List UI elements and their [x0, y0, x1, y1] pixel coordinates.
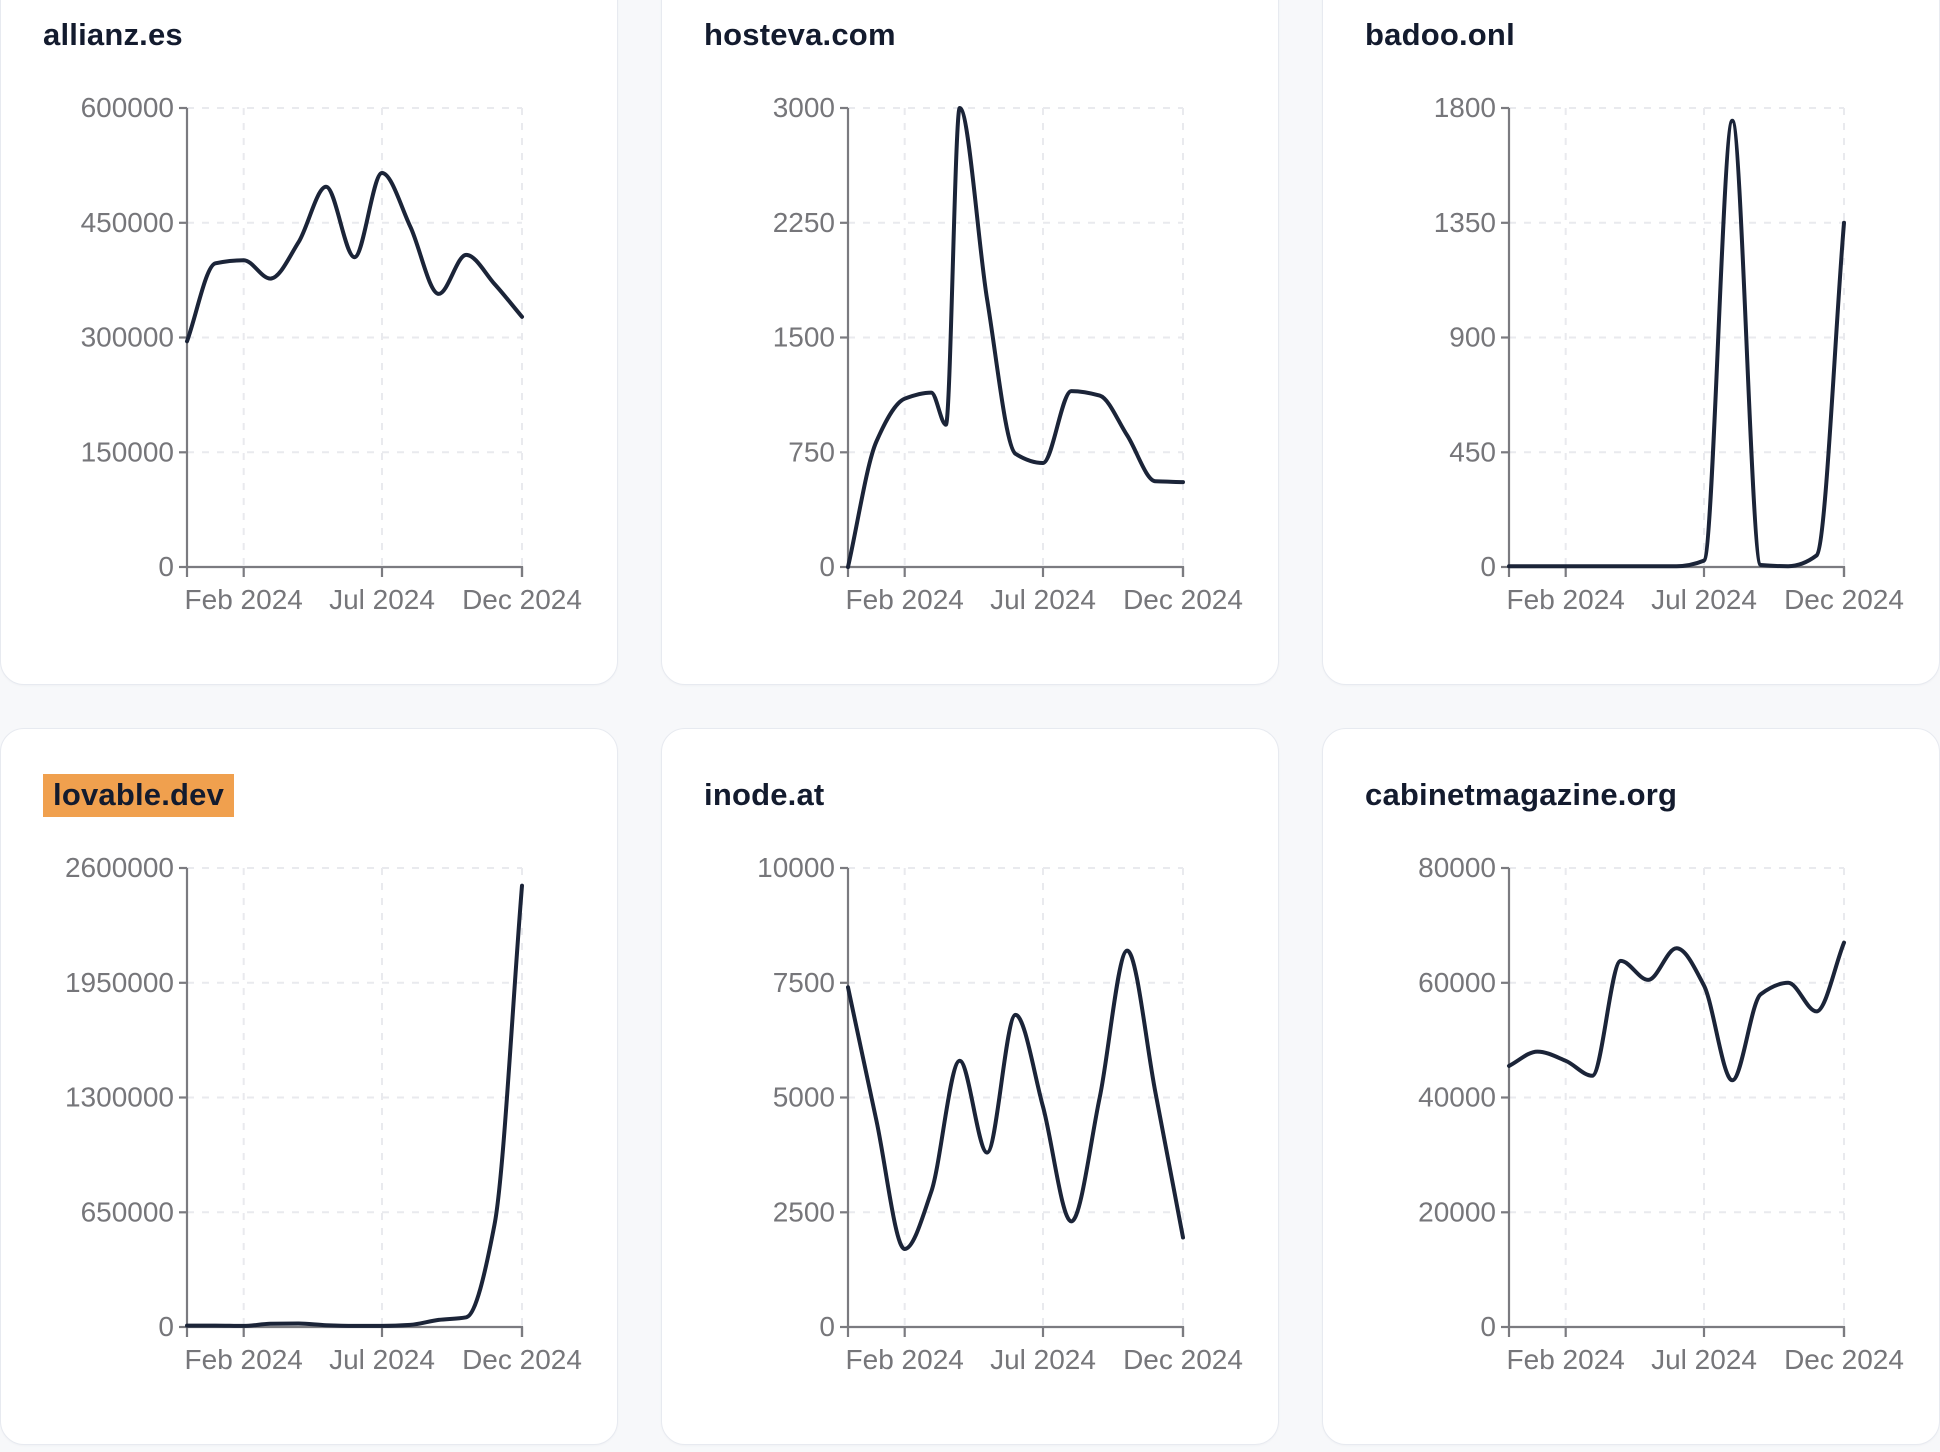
y-tick-label: 0	[1480, 551, 1496, 582]
line-chart: 0 750 1500 2250 3000 Feb 2024 Jul 2024 Dec 2024	[773, 92, 1243, 615]
trend-line	[1507, 118, 1846, 569]
trend-line	[185, 883, 524, 1328]
x-tick-label: Feb 2024	[185, 1344, 303, 1375]
y-tick-label: 20000	[1418, 1197, 1496, 1228]
x-tick-label: Dec 2024	[1123, 1344, 1243, 1375]
chart-card[interactable]: hosteva.com 0 750 1500 2250 3000 Feb 2024 Jul …	[661, 0, 1279, 685]
x-tick-label: Feb 2024	[1507, 584, 1625, 615]
y-tick-label: 0	[819, 551, 835, 582]
x-axis	[1507, 565, 1846, 577]
x-tick-label: Feb 2024	[185, 584, 303, 615]
chart-card[interactable]: allianz.es 0 150000 300000 450000 600000 Feb …	[0, 0, 618, 685]
chart-card[interactable]: inode.at 0 2500 5000 7500 10000 Feb 2024 Jul 2…	[661, 728, 1279, 1445]
y-tick-label: 80000	[1418, 852, 1496, 883]
x-tick-label: Dec 2024	[1784, 584, 1904, 615]
x-tick-label: Dec 2024	[1784, 1344, 1904, 1375]
card-title: hosteva.com	[704, 17, 896, 54]
y-tick-label: 300000	[81, 322, 174, 353]
x-tick-label: Jul 2024	[990, 1344, 1096, 1375]
y-tick-label: 0	[819, 1311, 835, 1342]
x-tick-label: Dec 2024	[462, 1344, 582, 1375]
x-axis	[1507, 1325, 1846, 1337]
y-tick-label: 150000	[81, 437, 174, 468]
trend-line	[846, 106, 1185, 569]
x-tick-label: Dec 2024	[1123, 584, 1243, 615]
x-axis	[846, 1325, 1185, 1337]
line-chart: 0 450 900 1350 1800 Feb 2024 Jul 2024 Dec 2024	[1434, 92, 1904, 615]
card-title: badoo.onl	[1365, 17, 1515, 54]
line-chart: 0 150000 300000 450000 600000 Feb 2024 Jul 202…	[81, 92, 582, 615]
y-tick-label: 2250	[773, 207, 835, 238]
line-chart: 0 2500 5000 7500 10000 Feb 2024 Jul 2024 Dec 20…	[757, 852, 1243, 1375]
y-tick-label: 2500	[773, 1197, 835, 1228]
y-tick-label: 1950000	[65, 967, 174, 998]
y-tick-label: 450000	[81, 207, 174, 238]
y-tick-label: 3000	[773, 92, 835, 123]
domain-title: badoo.onl	[1365, 17, 1515, 52]
x-tick-label: Feb 2024	[846, 584, 964, 615]
y-tick-label: 1300000	[65, 1082, 174, 1113]
trend-line	[1507, 940, 1846, 1083]
card-title: lovable.dev	[43, 774, 235, 817]
chart-card[interactable]: lovable.dev 0 650000 1300000 1950000 2600000…	[0, 728, 618, 1445]
x-tick-label: Dec 2024	[462, 584, 582, 615]
y-tick-label: 2600000	[65, 852, 174, 883]
x-tick-label: Jul 2024	[1651, 1344, 1757, 1375]
y-tick-label: 0	[158, 551, 174, 582]
y-tick-label: 1500	[773, 322, 835, 353]
y-tick-label: 600000	[81, 92, 174, 123]
trend-line	[185, 171, 524, 344]
trend-line	[846, 948, 1185, 1251]
x-axis	[846, 565, 1185, 577]
card-title: inode.at	[704, 777, 824, 814]
y-tick-label: 750	[788, 437, 835, 468]
y-tick-label: 0	[1480, 1311, 1496, 1342]
x-tick-label: Feb 2024	[846, 1344, 964, 1375]
y-tick-label: 5000	[773, 1082, 835, 1113]
domain-title: cabinetmagazine.org	[1365, 777, 1678, 812]
y-tick-label: 900	[1449, 322, 1496, 353]
domain-title: lovable.dev	[43, 774, 235, 817]
x-tick-label: Jul 2024	[329, 1344, 435, 1375]
y-tick-label: 0	[158, 1311, 174, 1342]
x-axis	[185, 565, 524, 577]
y-tick-label: 7500	[773, 967, 835, 998]
y-tick-label: 10000	[757, 852, 835, 883]
y-tick-label: 60000	[1418, 967, 1496, 998]
domain-title: inode.at	[704, 777, 825, 812]
y-tick-label: 1350	[1434, 207, 1496, 238]
x-axis	[185, 1325, 524, 1337]
chart-card[interactable]: cabinetmagazine.org 0 20000 40000 60000 8000…	[1322, 728, 1940, 1445]
x-tick-label: Feb 2024	[1507, 1344, 1625, 1375]
y-tick-label: 450	[1449, 437, 1496, 468]
domain-title: allianz.es	[43, 17, 183, 52]
y-tick-label: 40000	[1418, 1082, 1496, 1113]
chart-card[interactable]: badoo.onl 0 450 900 1350 1800 Feb 2024 Jul 202…	[1322, 0, 1940, 685]
y-tick-label: 650000	[81, 1197, 174, 1228]
x-tick-label: Jul 2024	[329, 584, 435, 615]
x-tick-label: Jul 2024	[1651, 584, 1757, 615]
card-title: cabinetmagazine.org	[1365, 777, 1677, 814]
domain-title: hosteva.com	[704, 17, 896, 52]
card-title: allianz.es	[43, 17, 183, 54]
line-chart: 0 650000 1300000 1950000 2600000 Feb 2024 Jul …	[65, 852, 582, 1375]
line-chart: 0 20000 40000 60000 80000 Feb 2024 Jul 2024 Dec…	[1418, 852, 1904, 1375]
y-tick-label: 1800	[1434, 92, 1496, 123]
x-tick-label: Jul 2024	[990, 584, 1096, 615]
